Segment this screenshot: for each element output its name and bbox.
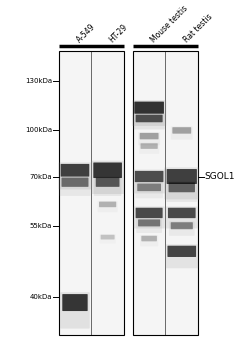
FancyBboxPatch shape — [140, 235, 158, 246]
FancyBboxPatch shape — [136, 218, 162, 233]
Text: Mouse testis: Mouse testis — [149, 4, 190, 44]
FancyBboxPatch shape — [91, 161, 124, 194]
FancyBboxPatch shape — [140, 133, 159, 139]
FancyBboxPatch shape — [135, 183, 163, 198]
FancyBboxPatch shape — [169, 221, 195, 236]
FancyBboxPatch shape — [141, 236, 157, 241]
Text: 55kDa: 55kDa — [30, 223, 52, 229]
FancyBboxPatch shape — [134, 114, 165, 130]
FancyBboxPatch shape — [171, 126, 193, 140]
FancyBboxPatch shape — [168, 208, 196, 218]
FancyBboxPatch shape — [172, 127, 191, 134]
Text: 40kDa: 40kDa — [30, 294, 52, 300]
FancyBboxPatch shape — [169, 182, 195, 192]
FancyBboxPatch shape — [137, 183, 161, 191]
Text: 130kDa: 130kDa — [25, 78, 52, 84]
FancyBboxPatch shape — [96, 177, 119, 187]
FancyBboxPatch shape — [135, 171, 164, 182]
FancyBboxPatch shape — [136, 208, 163, 218]
FancyBboxPatch shape — [58, 162, 92, 189]
FancyBboxPatch shape — [139, 142, 159, 154]
FancyBboxPatch shape — [164, 167, 199, 199]
Bar — [133, 51, 198, 335]
FancyBboxPatch shape — [168, 246, 196, 257]
FancyBboxPatch shape — [171, 222, 193, 229]
FancyBboxPatch shape — [59, 176, 91, 196]
Text: Rat testis: Rat testis — [182, 12, 214, 44]
Text: SGOL1: SGOL1 — [205, 172, 235, 181]
FancyBboxPatch shape — [93, 162, 122, 178]
FancyBboxPatch shape — [61, 164, 89, 177]
FancyBboxPatch shape — [167, 169, 197, 184]
FancyBboxPatch shape — [60, 292, 90, 329]
FancyBboxPatch shape — [62, 294, 88, 311]
FancyBboxPatch shape — [98, 201, 118, 212]
FancyBboxPatch shape — [94, 176, 121, 196]
FancyBboxPatch shape — [140, 143, 158, 149]
FancyBboxPatch shape — [136, 115, 163, 122]
FancyBboxPatch shape — [99, 202, 116, 207]
FancyBboxPatch shape — [134, 206, 165, 229]
FancyBboxPatch shape — [134, 102, 164, 114]
Text: A-549: A-549 — [75, 22, 97, 44]
FancyBboxPatch shape — [133, 169, 166, 194]
FancyBboxPatch shape — [166, 181, 197, 202]
FancyBboxPatch shape — [138, 219, 160, 226]
FancyBboxPatch shape — [165, 244, 198, 268]
FancyBboxPatch shape — [138, 132, 160, 145]
Bar — [59, 51, 124, 335]
FancyBboxPatch shape — [61, 177, 89, 187]
Text: 100kDa: 100kDa — [25, 127, 52, 133]
FancyBboxPatch shape — [166, 206, 198, 229]
FancyBboxPatch shape — [101, 235, 114, 239]
FancyBboxPatch shape — [132, 100, 166, 126]
Text: 70kDa: 70kDa — [29, 174, 52, 180]
Text: HT-29: HT-29 — [108, 22, 129, 44]
